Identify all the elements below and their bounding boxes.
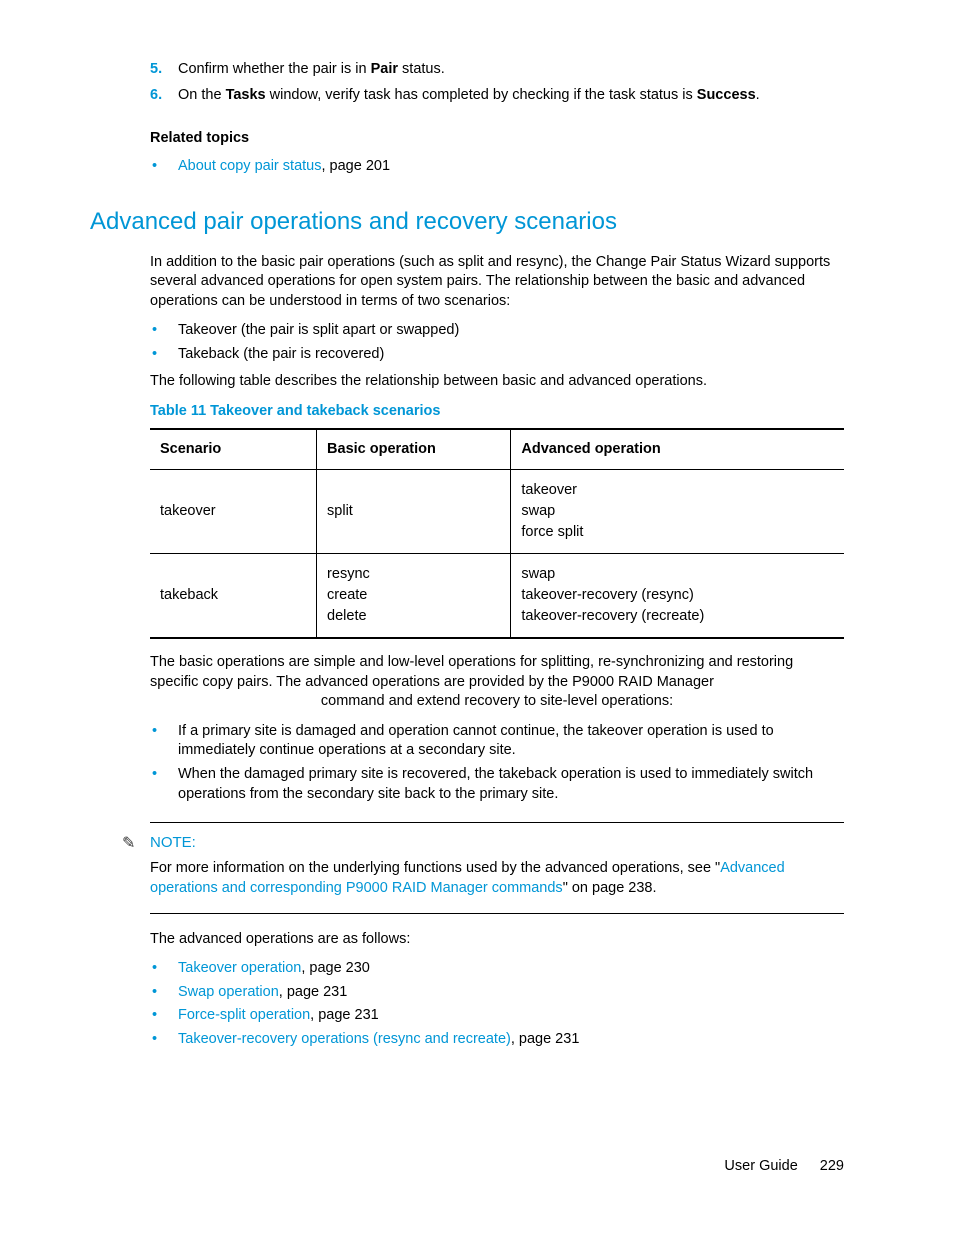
link-copy-pair-status[interactable]: About copy pair status xyxy=(178,158,321,174)
link-force-split-op[interactable]: Force-split operation xyxy=(178,1007,310,1023)
divider xyxy=(150,913,844,914)
text: takeover-recovery (resync) xyxy=(521,585,834,606)
text: takeover xyxy=(521,480,834,501)
page-number: 229 xyxy=(820,1158,844,1174)
paragraph: In addition to the basic pair operations… xyxy=(150,253,844,312)
list-item: • When the damaged primary site is recov… xyxy=(150,765,844,804)
text: swap xyxy=(521,564,834,585)
bullet-icon: • xyxy=(150,983,178,1003)
text: . xyxy=(756,87,760,103)
page-footer: User Guide 229 xyxy=(724,1157,844,1177)
text: , page 231 xyxy=(511,1031,580,1047)
bullet-icon: • xyxy=(150,722,178,761)
bullet-icon: • xyxy=(150,157,178,177)
text: " on page 238. xyxy=(563,880,657,896)
link-takeover-recovery-ops[interactable]: Takeover-recovery operations (resync and… xyxy=(178,1031,511,1047)
table-row: takeover split takeover swap force split xyxy=(150,470,844,554)
text-bold: Success xyxy=(697,87,756,103)
list-item: • Takeover (the pair is split apart or s… xyxy=(150,321,844,341)
link-swap-op[interactable]: Swap operation xyxy=(178,984,279,1000)
step-6: 6. On the Tasks window, verify task has … xyxy=(150,86,844,106)
text: , page 230 xyxy=(301,960,370,976)
text: takeover-recovery (recreate) xyxy=(521,606,834,627)
text: For more information on the underlying f… xyxy=(150,860,720,876)
text: If a primary site is damaged and operati… xyxy=(178,722,844,761)
text-bold: Pair xyxy=(371,61,398,77)
list-item: • Force-split operation, page 231 xyxy=(150,1006,844,1026)
list-item: • Takeover-recovery operations (resync a… xyxy=(150,1030,844,1050)
table-caption: Table 11 Takeover and takeback scenarios xyxy=(150,402,844,422)
section-heading: Advanced pair operations and recovery sc… xyxy=(90,206,844,238)
bullet-icon: • xyxy=(150,1006,178,1026)
table-header: Basic operation xyxy=(317,429,511,470)
bullet-icon: • xyxy=(150,959,178,979)
note-icon: ✎ xyxy=(122,833,150,855)
text-bold: Tasks xyxy=(226,87,266,103)
bullet-icon: • xyxy=(150,345,178,365)
text: On the xyxy=(178,87,226,103)
table-cell: swap takeover-recovery (resync) takeover… xyxy=(511,554,844,639)
text: , page 201 xyxy=(321,158,390,174)
note-block: ✎ NOTE: For more information on the unde… xyxy=(150,822,844,913)
bullet-icon: • xyxy=(150,765,178,804)
text: When the damaged primary site is recover… xyxy=(178,765,844,804)
text: create xyxy=(327,585,500,606)
text: swap xyxy=(521,501,834,522)
text: Takeback (the pair is recovered) xyxy=(178,345,844,365)
table-cell: takeover swap force split xyxy=(511,470,844,554)
link-takeover-op[interactable]: Takeover operation xyxy=(178,960,301,976)
scenarios-table: Scenario Basic operation Advanced operat… xyxy=(150,428,844,640)
text: force split xyxy=(521,522,834,543)
list-item: • Takeback (the pair is recovered) xyxy=(150,345,844,365)
step-text: Confirm whether the pair is in Pair stat… xyxy=(178,60,844,80)
text: window, verify task has completed by che… xyxy=(266,87,697,103)
related-topics-heading: Related topics xyxy=(150,129,844,149)
text: Confirm whether the pair is in xyxy=(178,61,371,77)
note-label: NOTE: xyxy=(150,833,844,853)
text: command and extend recovery to site-leve… xyxy=(150,692,844,712)
table-row: Scenario Basic operation Advanced operat… xyxy=(150,429,844,470)
paragraph: The basic operations are simple and low-… xyxy=(150,653,844,712)
table-cell: resync create delete xyxy=(317,554,511,639)
divider xyxy=(150,822,844,823)
text: The basic operations are simple and low-… xyxy=(150,654,793,690)
step-5: 5. Confirm whether the pair is in Pair s… xyxy=(150,60,844,80)
text: delete xyxy=(327,606,500,627)
bullet-icon: • xyxy=(150,1030,178,1050)
note-body: For more information on the underlying f… xyxy=(150,859,844,898)
step-text: On the Tasks window, verify task has com… xyxy=(178,86,844,106)
step-number: 6. xyxy=(150,86,178,106)
table-header: Scenario xyxy=(150,429,317,470)
step-number: 5. xyxy=(150,60,178,80)
text: status. xyxy=(398,61,445,77)
table-row: takeback resync create delete swap takeo… xyxy=(150,554,844,639)
table-header: Advanced operation xyxy=(511,429,844,470)
text: , page 231 xyxy=(279,984,348,1000)
bullet-icon: • xyxy=(150,321,178,341)
text: , page 231 xyxy=(310,1007,379,1023)
list-item: • About copy pair status, page 201 xyxy=(150,157,844,177)
table-cell: split xyxy=(317,470,511,554)
paragraph: The following table describes the relati… xyxy=(150,372,844,392)
list-item: • Swap operation, page 231 xyxy=(150,983,844,1003)
list-item: • If a primary site is damaged and opera… xyxy=(150,722,844,761)
paragraph: The advanced operations are as follows: xyxy=(150,930,844,950)
list-item: • Takeover operation, page 230 xyxy=(150,959,844,979)
footer-label: User Guide xyxy=(724,1158,797,1174)
text: Takeover (the pair is split apart or swa… xyxy=(178,321,844,341)
table-cell: takeback xyxy=(150,554,317,639)
text: resync xyxy=(327,564,500,585)
table-cell: takeover xyxy=(150,470,317,554)
